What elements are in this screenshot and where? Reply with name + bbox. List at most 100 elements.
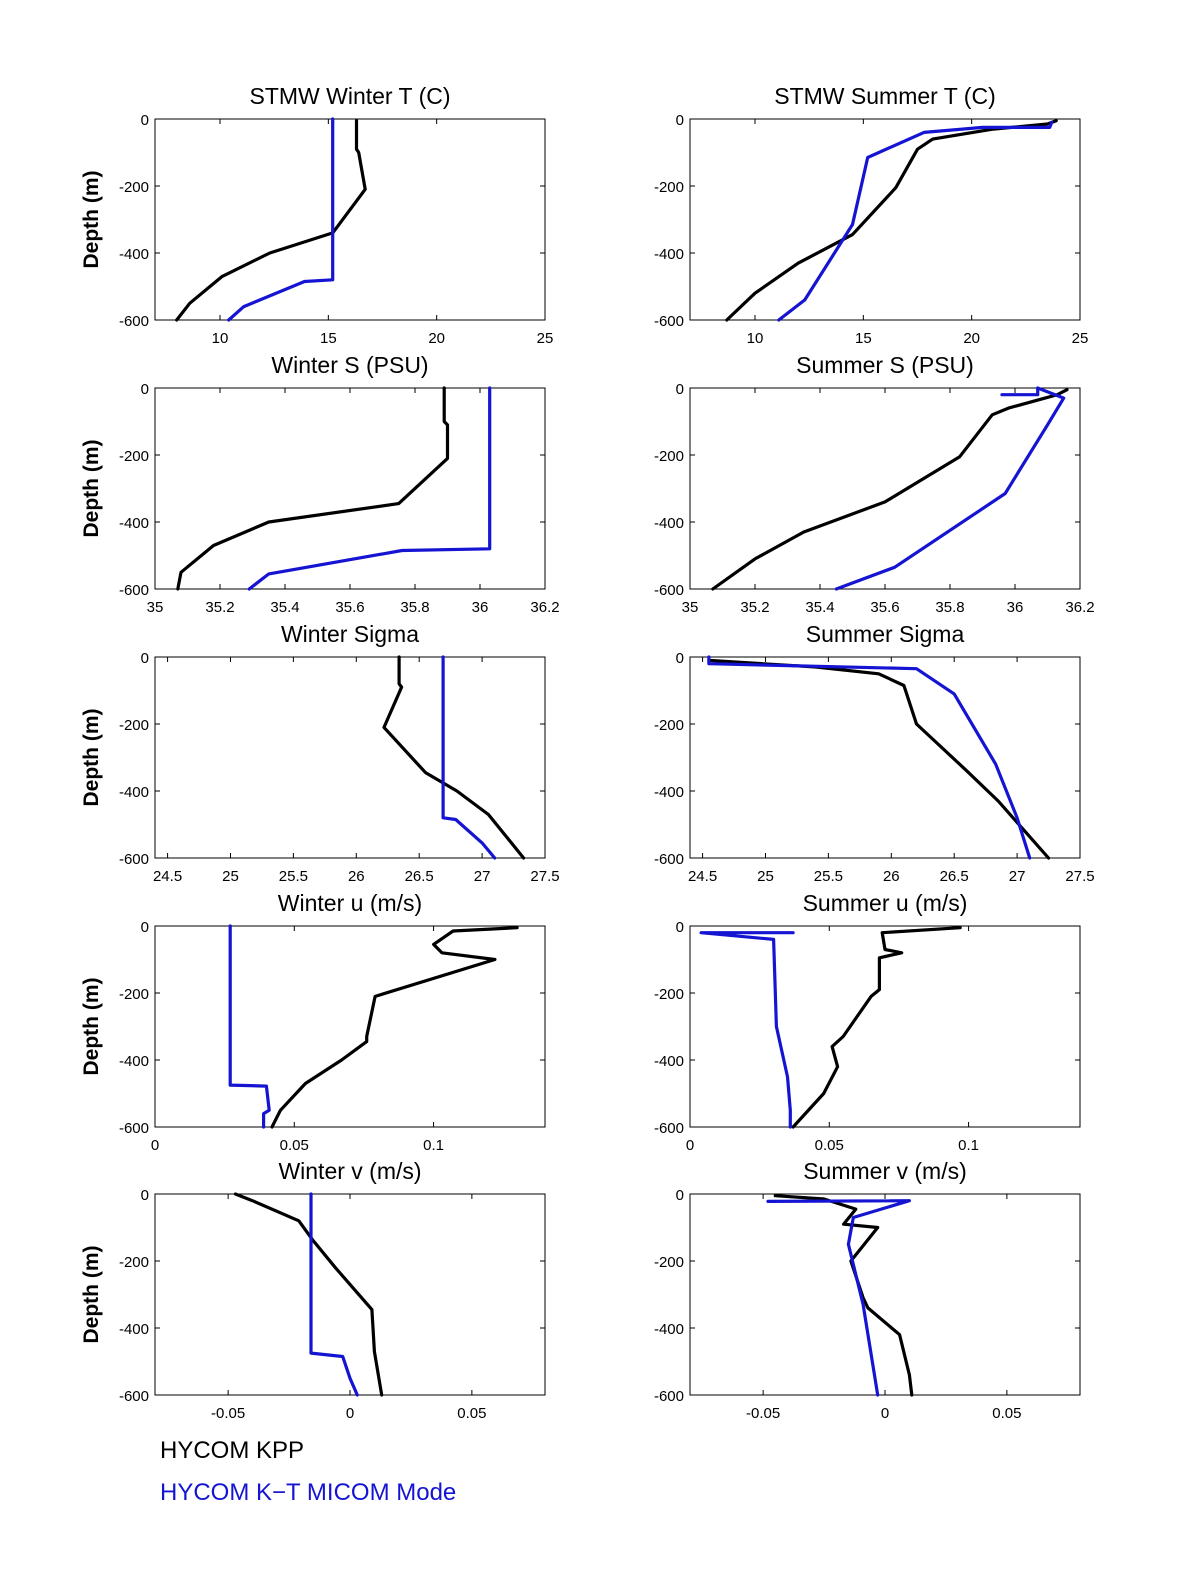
panel-title: Winter u (m/s) bbox=[278, 890, 422, 916]
panel-stmw-winter-t-c: STMW Winter T (C) 0 -200 -400 -600 10 15 20 25 De… bbox=[80, 83, 553, 347]
x-tick-label: 35.4 bbox=[270, 599, 299, 616]
x-tick-label: 35 bbox=[147, 599, 164, 616]
y-tick-label: 0 bbox=[676, 1187, 684, 1204]
y-tick-label: -400 bbox=[119, 784, 149, 801]
y-tick-label: -400 bbox=[654, 784, 684, 801]
series-line-kpp bbox=[233, 1192, 384, 1397]
y-tick-label: -200 bbox=[654, 717, 684, 734]
y-axis-label: Depth (m) bbox=[80, 1246, 103, 1344]
y-tick-label: -200 bbox=[654, 448, 684, 465]
y-tick-label: 0 bbox=[676, 112, 684, 129]
series-line-kpp bbox=[791, 926, 962, 1129]
x-tick-label: 25.5 bbox=[814, 868, 843, 885]
series-line-kpp bbox=[175, 119, 367, 322]
panel-title: Summer Sigma bbox=[806, 621, 965, 647]
panel-summer-v-m-s: Summer v (m/s) 0 -200 -400 -600 -0.05 0 0.05 bbox=[654, 1158, 1081, 1422]
axes-box bbox=[154, 925, 546, 1128]
x-tick-label: 10 bbox=[212, 330, 229, 347]
y-tick-label: -200 bbox=[654, 179, 684, 196]
panel-title: Winter S (PSU) bbox=[271, 352, 428, 378]
x-tick-label: 0 bbox=[346, 1405, 354, 1422]
y-tick-label: -600 bbox=[119, 582, 149, 599]
series-line-kpp bbox=[725, 119, 1058, 322]
y-tick-label: -200 bbox=[654, 986, 684, 1003]
y-tick-label: 0 bbox=[141, 1187, 149, 1204]
x-tick-label: 26.5 bbox=[405, 868, 434, 885]
x-tick-label: 0.05 bbox=[280, 1137, 309, 1154]
x-tick-label: 0.05 bbox=[992, 1405, 1021, 1422]
x-tick-label: 35.6 bbox=[870, 599, 899, 616]
y-tick-label: -600 bbox=[119, 851, 149, 868]
y-tick-label: -600 bbox=[654, 313, 684, 330]
series-line-kt bbox=[699, 931, 795, 1129]
x-tick-label: 0 bbox=[151, 1137, 159, 1154]
x-tick-label: 25.5 bbox=[279, 868, 308, 885]
x-tick-label: 27.5 bbox=[1065, 868, 1094, 885]
y-tick-label: -600 bbox=[654, 1120, 684, 1137]
panel-title: Winter v (m/s) bbox=[278, 1158, 421, 1184]
x-tick-label: 15 bbox=[855, 330, 872, 347]
series-line-kt bbox=[707, 655, 1032, 860]
y-tick-label: -200 bbox=[119, 986, 149, 1003]
y-tick-label: -200 bbox=[119, 717, 149, 734]
panel-title: Summer u (m/s) bbox=[803, 890, 968, 916]
x-tick-label: 24.5 bbox=[688, 868, 717, 885]
x-tick-label: 35.2 bbox=[740, 599, 769, 616]
panel-title: Winter Sigma bbox=[281, 621, 419, 647]
series-line-kpp bbox=[773, 1194, 914, 1397]
y-tick-label: 0 bbox=[676, 919, 684, 936]
x-tick-label: 15 bbox=[320, 330, 337, 347]
x-tick-label: 20 bbox=[963, 330, 980, 347]
y-tick-label: -200 bbox=[654, 1254, 684, 1271]
y-tick-label: 0 bbox=[141, 112, 149, 129]
y-tick-label: -400 bbox=[654, 515, 684, 532]
series-line-kt bbox=[228, 924, 271, 1129]
x-tick-label: -0.05 bbox=[746, 1405, 780, 1422]
x-tick-label: 0.1 bbox=[423, 1137, 444, 1154]
y-axis-label: Depth (m) bbox=[80, 440, 103, 538]
y-axis-label: Depth (m) bbox=[80, 709, 103, 807]
legend-entry-kpp: HYCOM KPP bbox=[160, 1437, 305, 1464]
y-axis-label: Depth (m) bbox=[80, 978, 103, 1076]
panel-title: Summer v (m/s) bbox=[803, 1158, 967, 1184]
y-tick-label: -600 bbox=[654, 851, 684, 868]
x-tick-label: 0 bbox=[686, 1137, 694, 1154]
series-line-kpp bbox=[382, 655, 526, 860]
x-tick-label: 0 bbox=[881, 1405, 889, 1422]
panel-title: STMW Winter T (C) bbox=[249, 83, 450, 109]
axes-box bbox=[689, 118, 1081, 321]
x-tick-label: 26.5 bbox=[940, 868, 969, 885]
y-tick-label: -400 bbox=[119, 515, 149, 532]
y-tick-label: -200 bbox=[119, 179, 149, 196]
y-tick-label: 0 bbox=[676, 650, 684, 667]
y-tick-label: 0 bbox=[141, 650, 149, 667]
x-tick-label: 26 bbox=[883, 868, 900, 885]
x-tick-label: -0.05 bbox=[211, 1405, 245, 1422]
x-tick-label: 35.2 bbox=[205, 599, 234, 616]
series-line-kt bbox=[834, 386, 1066, 591]
y-tick-label: -400 bbox=[654, 1053, 684, 1070]
y-tick-label: -400 bbox=[119, 246, 149, 263]
y-tick-label: 0 bbox=[141, 919, 149, 936]
series-line-kt bbox=[777, 120, 1054, 322]
x-tick-label: 27.5 bbox=[530, 868, 559, 885]
x-tick-label: 0.05 bbox=[457, 1405, 486, 1422]
y-tick-label: -600 bbox=[119, 1388, 149, 1405]
series-line-kt bbox=[766, 1199, 912, 1397]
y-tick-label: -400 bbox=[119, 1053, 149, 1070]
axes-box bbox=[689, 656, 1081, 859]
panel-winter-v-m-s: Winter v (m/s) 0 -200 -400 -600 -0.05 0 0.05 Dep… bbox=[80, 1158, 546, 1422]
series-line-kt bbox=[247, 386, 492, 591]
x-tick-label: 25 bbox=[1072, 330, 1089, 347]
y-tick-label: -400 bbox=[654, 246, 684, 263]
series-line-kpp bbox=[711, 388, 1069, 591]
x-tick-label: 0.1 bbox=[958, 1137, 979, 1154]
axes-box bbox=[154, 118, 546, 321]
y-tick-label: 0 bbox=[141, 381, 149, 398]
panel-title: STMW Summer T (C) bbox=[774, 83, 995, 109]
